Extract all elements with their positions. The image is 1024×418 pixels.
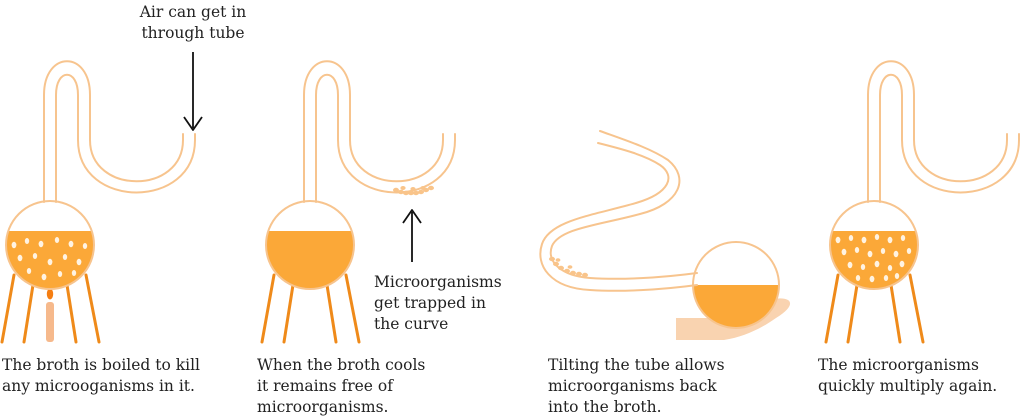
caption-cooled: When the broth cools it remains free of … xyxy=(257,355,425,418)
arrow-down-icon xyxy=(183,116,203,131)
caption-line: The broth is boiled to kill xyxy=(2,356,201,374)
annotation-line: through tube xyxy=(141,24,245,42)
annotation-trapped: Microorganisms get trapped in the curve xyxy=(374,272,502,335)
caption-line: into the broth. xyxy=(548,398,662,416)
panel-3-flask xyxy=(539,130,791,340)
caption-line: microorganisms. xyxy=(257,398,389,416)
caption-boiled: The broth is boiled to kill any microoga… xyxy=(2,355,200,397)
stand-legs xyxy=(0,273,101,344)
annotation-air-tube: Air can get in through tube xyxy=(118,2,268,44)
caption-line: When the broth cools xyxy=(257,356,426,374)
swan-neck-tube xyxy=(303,60,456,203)
caption-line: any microoganisms in it. xyxy=(2,377,195,395)
flask-bulb xyxy=(265,200,355,290)
caption-line: quickly multiply again. xyxy=(818,377,998,395)
panel-1-flask xyxy=(0,52,203,344)
candle-icon xyxy=(46,302,54,342)
flask-bulb xyxy=(692,241,780,329)
caption-line: Tilting the tube allows xyxy=(548,356,725,374)
caption-line: The microorganisms xyxy=(818,356,979,374)
flask-bulb xyxy=(829,200,919,290)
annotation-line: get trapped in xyxy=(374,294,486,312)
caption-tilted: Tilting the tube allows microorganisms b… xyxy=(548,355,725,418)
tube-microorganisms xyxy=(549,256,588,278)
annotation-line: the curve xyxy=(374,315,449,333)
arrow-up-icon xyxy=(402,209,422,224)
annotation-line: Air can get in xyxy=(139,3,247,21)
stand-legs xyxy=(824,273,925,344)
trapped-microorganisms xyxy=(393,185,434,196)
annotation-line: Microorganisms xyxy=(374,273,502,291)
flame-icon xyxy=(46,288,54,300)
caption-multiplied: The microorganisms quickly multiply agai… xyxy=(818,355,997,397)
stand-legs xyxy=(260,273,361,344)
swan-neck-tube xyxy=(867,60,1020,203)
panel-4-flask xyxy=(824,60,1020,344)
flask-bulb xyxy=(5,200,95,290)
caption-line: it remains free of xyxy=(257,377,393,395)
tilted-tube xyxy=(539,130,698,292)
swan-neck-tube xyxy=(43,60,196,203)
caption-line: microorganisms back xyxy=(548,377,717,395)
